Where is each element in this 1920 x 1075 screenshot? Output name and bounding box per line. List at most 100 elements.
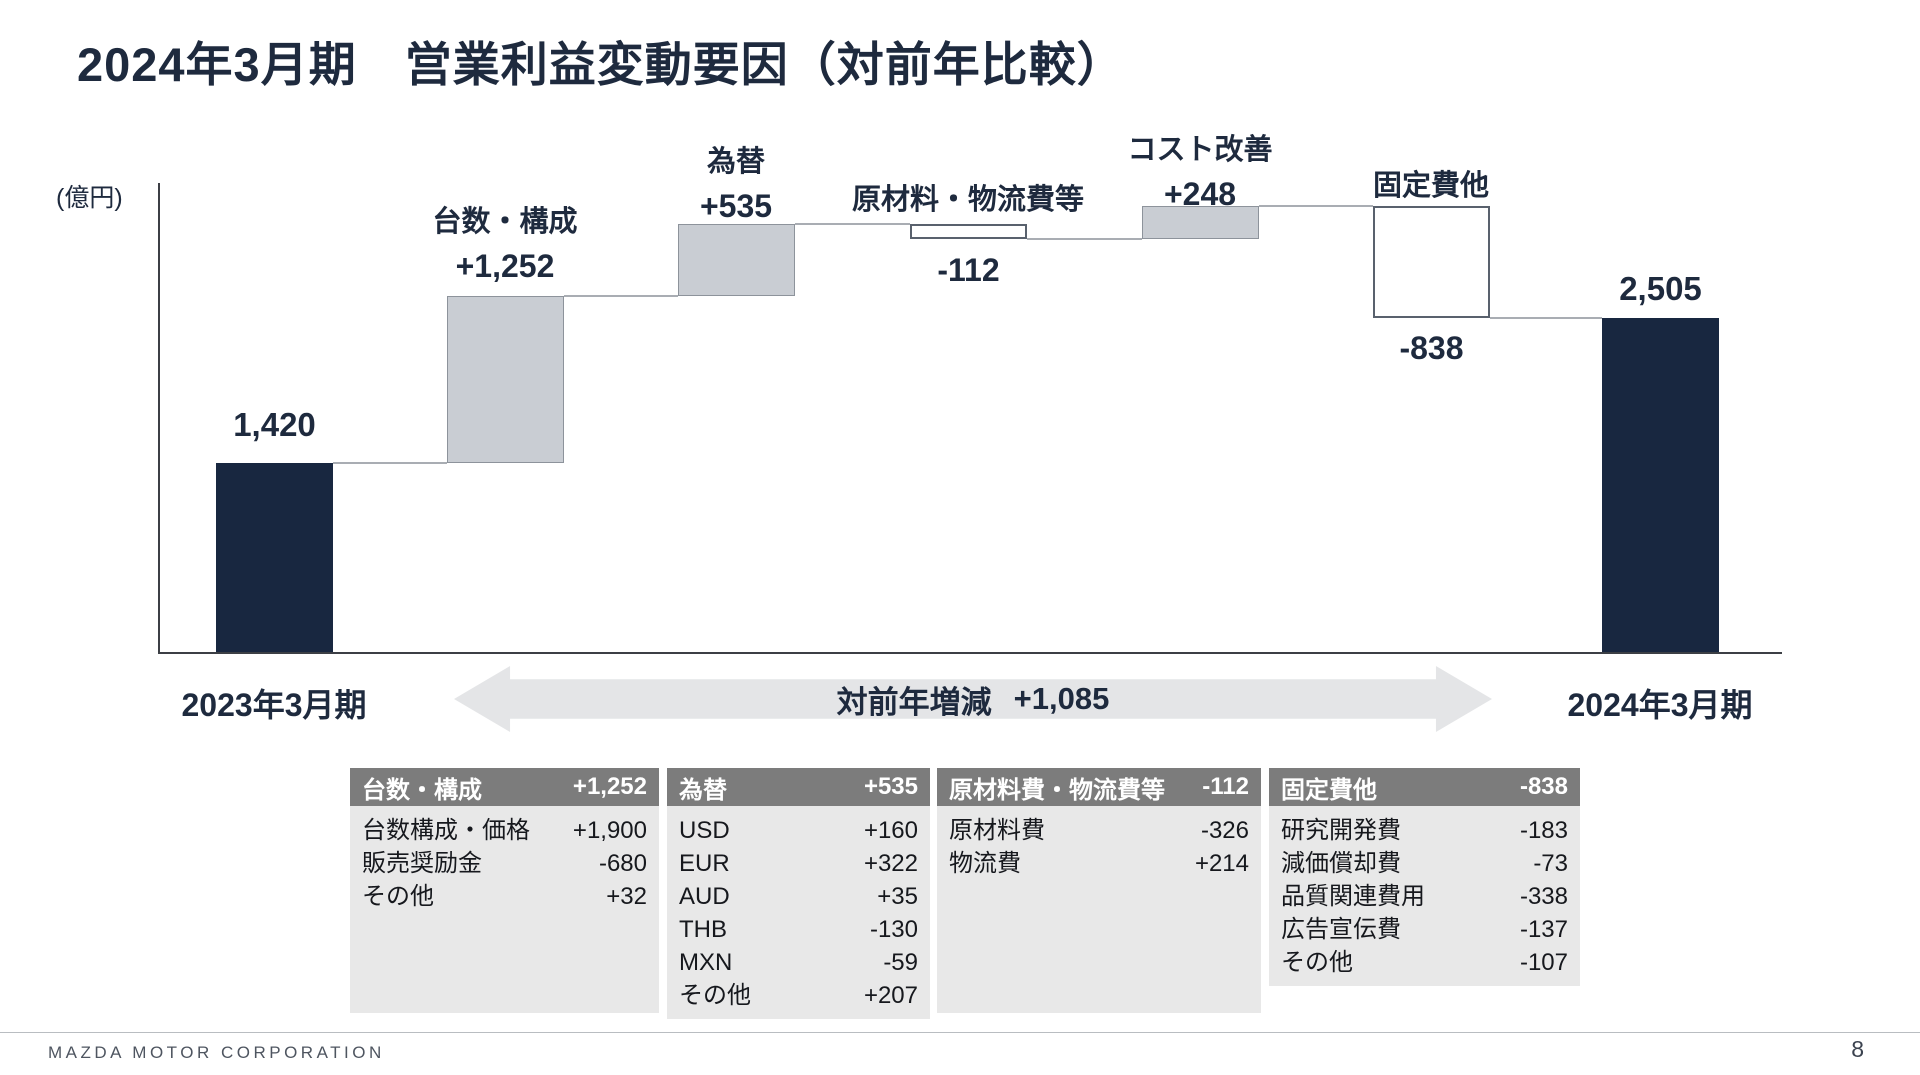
step-value: +535 [699,188,773,224]
row-label: USD [679,817,730,844]
row-label: 原材料費 [949,817,1045,844]
table-body: 原材料費 -326 物流費 +214 [937,806,1261,1013]
table-row: 台数構成・価格 +1,900 [350,814,659,847]
table-header-total: -112 [1202,773,1249,800]
connector-line [1027,238,1142,241]
footer-divider [0,1032,1920,1033]
end-bar-value: 2,505 [1619,270,1702,307]
connector-line [564,294,678,297]
table-row: その他 +32 [350,880,659,913]
step-name: コスト改善 [1127,134,1273,166]
bar-step-3 [1142,206,1259,240]
table-row: EUR +322 [667,847,930,880]
connector-line [1259,205,1373,208]
table-row: その他 -107 [1269,946,1580,979]
table-forex: 為替 +535 USD +160 EUR +322 AUD +35 THB -130 MXN -5… [667,768,930,1019]
table-header: 原材料費・物流費等 -112 [937,768,1261,806]
row-label: 台数構成・価格 [362,817,530,844]
row-label: EUR [679,850,730,877]
row-value: -130 [869,916,918,943]
table-row: 物流費 +214 [937,847,1261,880]
table-row: AUD +35 [667,880,930,913]
x-label-fy2023: 2023年3月期 [181,687,367,723]
table-row: 減価償却費 -73 [1269,847,1580,880]
row-value: +214 [1194,850,1249,877]
step-label-volume-mix: 台数・構成 +1,252 [388,198,622,285]
table-row: 研究開発費 -183 [1269,814,1580,847]
table-row: その他 +207 [667,979,930,1012]
row-label: AUD [679,883,730,910]
step-value-materials-logistics: -112 [937,252,1000,288]
table-fixed-costs: 固定費他 -838 研究開発費 -183 減価償却費 -73 品質関連費用 -338 広告宣… [1269,768,1580,986]
y-axis-line [158,183,160,654]
step-value: +1,252 [455,248,555,284]
connector-line [333,461,447,464]
table-row: 品質関連費用 -338 [1269,880,1580,913]
table-header-total: -838 [1519,773,1568,800]
row-value: -326 [1200,817,1249,844]
connector-line [1490,316,1602,319]
bar-step-4 [1373,206,1490,318]
bar-step-0 [447,295,564,463]
row-value: +207 [863,982,918,1009]
table-header-total: +535 [863,773,918,800]
row-label: 販売奨励金 [362,850,482,877]
row-label: 研究開発費 [1281,817,1401,844]
table-header-label: 原材料費・物流費等 [949,776,1165,804]
yoy-change-label: 対前年増減 [836,684,992,720]
table-volume-mix: 台数・構成 +1,252 台数構成・価格 +1,900 販売奨励金 -680 その他 +3… [350,768,659,1013]
x-axis-line [158,652,1782,654]
table-materials-logistics: 原材料費・物流費等 -112 原材料費 -326 物流費 +214 [937,768,1261,1013]
table-row: USD +160 [667,814,930,847]
row-label: その他 [362,883,434,910]
table-row: 原材料費 -326 [937,814,1261,847]
table-row: 販売奨励金 -680 [350,847,659,880]
row-label: その他 [679,982,751,1009]
table-row: 広告宣伝費 -137 [1269,913,1580,946]
table-body: 研究開発費 -183 減価償却費 -73 品質関連費用 -338 広告宣伝費 -137 その他 -… [1269,806,1580,986]
table-row: THB -130 [667,913,930,946]
table-header: 台数・構成 +1,252 [350,768,659,806]
table-row: MXN -59 [667,946,930,979]
step-label-cost-improvement: コスト改善 +248 [1085,126,1315,213]
footer-company: MAZDA MOTOR CORPORATION [48,1043,385,1062]
table-body: 台数構成・価格 +1,900 販売奨励金 -680 その他 +32 [350,806,659,1013]
step-value-fixed-costs: -838 [1399,330,1464,366]
step-label-forex: 為替 +535 [621,138,851,225]
step-name: 為替 [706,146,765,178]
step-name: 固定費他 [1372,170,1489,202]
step-name: 原材料・物流費等 [851,184,1084,216]
row-label: 物流費 [949,850,1021,877]
start-bar-value: 1,420 [233,406,316,443]
row-value: -183 [1519,817,1568,844]
table-header-total: +1,252 [572,773,647,800]
table-header-label: 為替 [679,776,727,804]
step-label-fixed-costs: 固定費他 [1316,162,1546,204]
bar-step-1 [678,224,795,296]
table-header: 固定費他 -838 [1269,768,1580,806]
table-body: USD +160 EUR +322 AUD +35 THB -130 MXN -59 その他 +207 [667,806,930,1019]
table-header-label: 台数・構成 [362,776,482,804]
table-header: 為替 +535 [667,768,930,806]
step-label-materials-logistics: 原材料・物流費等 [808,176,1128,218]
bar-end [1602,317,1719,652]
row-label: 広告宣伝費 [1281,916,1401,943]
page-number: 8 [1851,1036,1864,1062]
row-value: -73 [1533,850,1568,877]
row-label: 品質関連費用 [1281,883,1425,910]
bar-start [216,462,333,652]
row-label: THB [679,916,727,943]
row-value: +32 [606,883,647,910]
table-header-label: 固定費他 [1281,776,1377,804]
row-label: その他 [1281,949,1353,976]
page-title: 2024年3月期 営業利益変動要因（対前年比較） [77,38,1125,91]
step-value: +248 [1163,176,1237,212]
row-value: +322 [863,850,918,877]
yoy-change-value: +1,085 [1013,681,1110,716]
bar-step-2 [910,224,1027,240]
yoy-change-text: 対前年増減 +1,085 [454,666,1492,732]
x-label-fy2024: 2024年3月期 [1567,687,1753,723]
row-value: +160 [863,817,918,844]
row-value: +35 [877,883,918,910]
